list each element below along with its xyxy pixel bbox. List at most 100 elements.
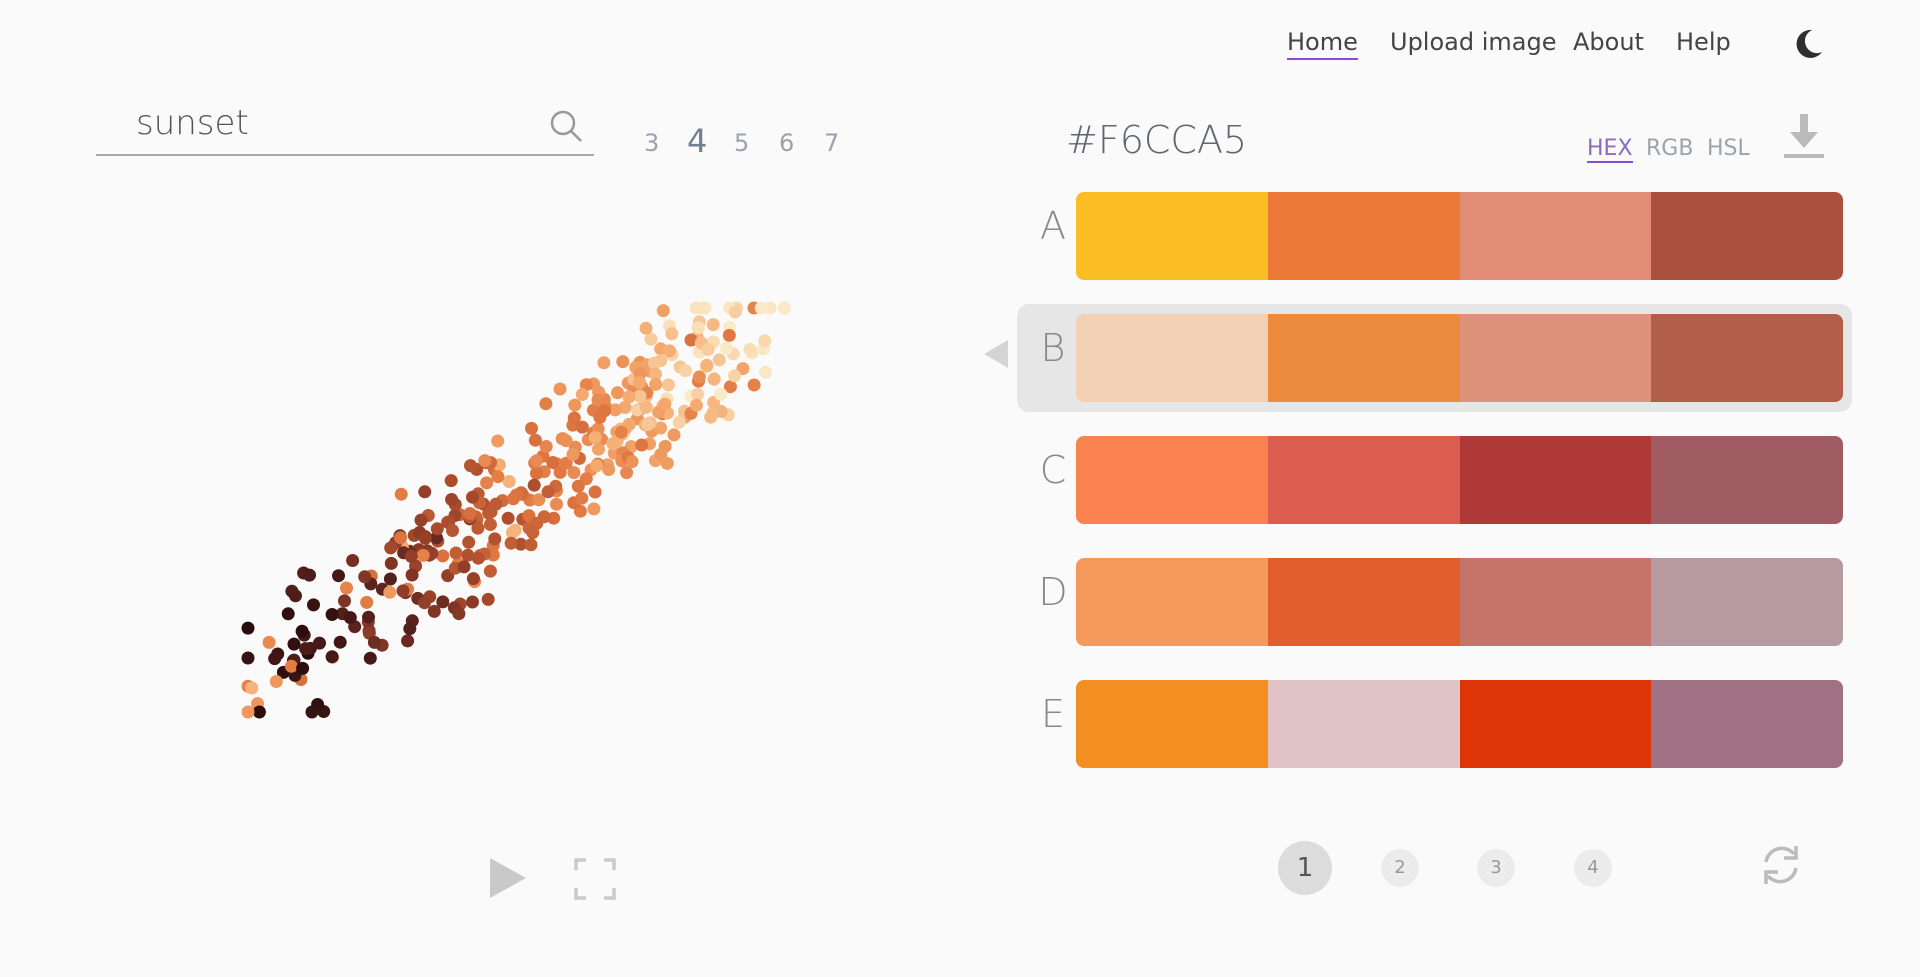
color-point [457, 560, 471, 574]
download-icon[interactable] [1782, 112, 1826, 160]
nav-home[interactable]: Home [1287, 28, 1358, 60]
search-input[interactable] [134, 102, 518, 144]
nav-about[interactable]: About [1573, 28, 1644, 56]
color-point [704, 410, 718, 424]
palette-swatch[interactable] [1076, 558, 1268, 646]
color-point [445, 493, 459, 506]
palette-swatch[interactable] [1267, 680, 1460, 768]
color-count-3[interactable]: 3 [644, 129, 660, 157]
nav-help[interactable]: Help [1676, 28, 1731, 56]
color-point [367, 635, 381, 649]
palette-swatch[interactable] [1076, 192, 1268, 280]
page-button-1[interactable]: 1 [1278, 841, 1332, 895]
palette-swatch[interactable] [1651, 192, 1843, 280]
nav-upload-image[interactable]: Upload image [1390, 28, 1557, 56]
color-point [639, 321, 653, 335]
color-count-5[interactable]: 5 [734, 129, 750, 157]
palette-row-c[interactable]: C [1017, 426, 1852, 534]
palette-swatch[interactable] [1459, 192, 1652, 280]
color-point [299, 642, 313, 656]
color-point [550, 497, 563, 511]
color-point [635, 438, 649, 452]
palette-swatch[interactable] [1651, 680, 1843, 768]
color-point-cloud[interactable] [240, 300, 800, 720]
search-icon[interactable] [548, 108, 584, 144]
palette-letter: C [1039, 448, 1067, 492]
color-point [436, 549, 450, 563]
dark-mode-moon-icon[interactable] [1790, 26, 1826, 62]
palette-row-d[interactable]: D [1017, 548, 1852, 656]
color-point [728, 369, 741, 383]
palette-row-a[interactable]: A [1017, 182, 1852, 290]
color-point [444, 474, 458, 488]
color-point [466, 490, 479, 504]
color-point [245, 681, 259, 695]
color-point [648, 367, 662, 381]
palette-swatch[interactable] [1267, 558, 1460, 646]
format-tab-hex[interactable]: HEX [1587, 136, 1633, 163]
palette-swatch[interactable] [1651, 314, 1843, 402]
color-point [691, 387, 704, 401]
color-point [722, 328, 736, 342]
palette-strip[interactable] [1076, 436, 1843, 524]
color-point [471, 521, 485, 535]
palette-swatch[interactable] [1459, 558, 1652, 646]
play-icon[interactable] [486, 856, 530, 900]
palette-swatch[interactable] [1459, 436, 1652, 524]
color-point [530, 454, 543, 468]
color-count-7[interactable]: 7 [824, 129, 840, 157]
color-point [480, 476, 494, 490]
palette-strip[interactable] [1076, 680, 1843, 768]
color-point [464, 459, 477, 473]
color-count-4[interactable]: 4 [687, 122, 708, 160]
color-point [383, 585, 397, 599]
color-point [418, 531, 432, 545]
palette-swatch[interactable] [1459, 314, 1652, 402]
color-point [723, 380, 737, 394]
page-button-2[interactable]: 2 [1381, 849, 1419, 887]
format-tab-hsl[interactable]: HSL [1707, 136, 1750, 161]
palette-strip[interactable] [1076, 558, 1843, 646]
color-point [608, 403, 622, 417]
palette-swatch[interactable] [1267, 192, 1460, 280]
color-count-6[interactable]: 6 [779, 129, 795, 157]
palette-swatch[interactable] [1267, 436, 1460, 524]
color-point [660, 456, 674, 470]
color-point [754, 301, 768, 315]
palette-swatch[interactable] [1651, 436, 1843, 524]
color-point [313, 636, 326, 650]
color-point [463, 507, 477, 520]
palette-strip[interactable] [1076, 314, 1843, 402]
color-point [541, 485, 555, 499]
color-point [539, 397, 553, 411]
palette-swatch[interactable] [1076, 314, 1268, 402]
color-point [241, 705, 255, 719]
color-point [684, 333, 698, 347]
color-point [747, 378, 761, 392]
format-tab-rgb[interactable]: RGB [1646, 136, 1694, 161]
palette-swatch[interactable] [1459, 680, 1652, 768]
palette-strip[interactable] [1076, 192, 1843, 280]
color-point [691, 321, 705, 335]
color-point [281, 607, 295, 621]
color-point [452, 607, 466, 621]
palette-swatch[interactable] [1076, 680, 1268, 768]
palette-row-b[interactable]: B [1017, 304, 1852, 412]
palette-swatch[interactable] [1076, 436, 1268, 524]
page-button-3[interactable]: 3 [1477, 849, 1515, 887]
palette-swatch[interactable] [1651, 558, 1843, 646]
palette-swatch[interactable] [1267, 314, 1460, 402]
color-point [530, 466, 543, 480]
refresh-icon[interactable] [1758, 842, 1804, 888]
selected-color-value[interactable]: #F6CCA5 [1066, 118, 1248, 162]
color-point [325, 650, 339, 664]
color-point [567, 411, 581, 425]
palette-row-e[interactable]: E [1017, 670, 1852, 778]
color-point [598, 404, 611, 418]
fullscreen-icon[interactable] [574, 858, 616, 900]
color-point [559, 434, 573, 448]
color-point [575, 491, 589, 505]
color-point [384, 556, 398, 570]
color-point [667, 428, 681, 442]
page-button-4[interactable]: 4 [1574, 849, 1612, 887]
